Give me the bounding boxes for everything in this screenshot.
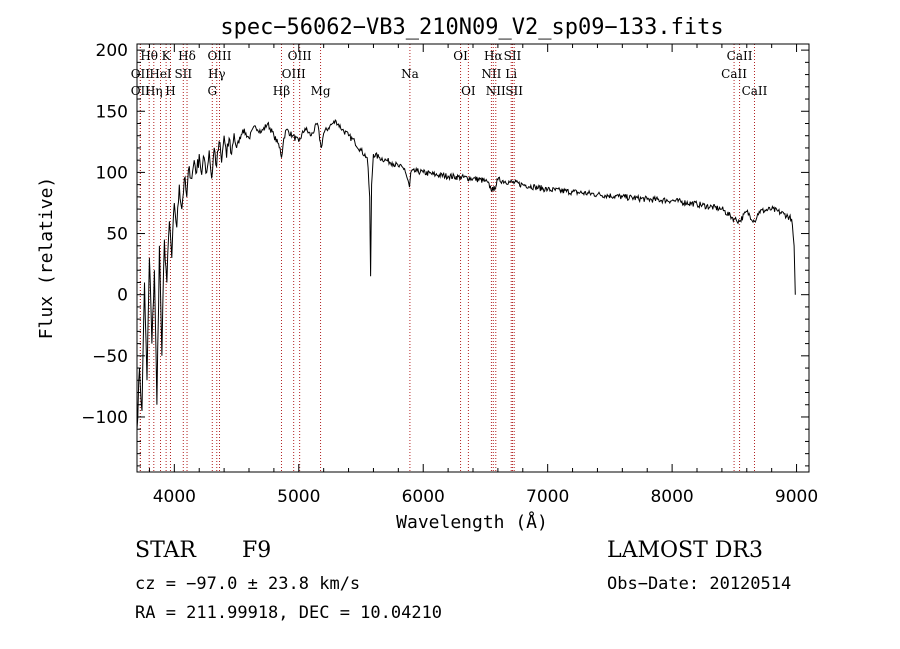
line-label-21: NII: [486, 84, 506, 98]
y-tick-label-6: 200: [96, 41, 128, 61]
y-axis-label: Flux (relative): [36, 177, 57, 340]
line-label-19: Hα: [484, 49, 503, 63]
line-label-18: OI: [461, 84, 476, 98]
plot-frame: [136, 43, 810, 473]
line-label-14: OIII: [282, 67, 306, 81]
line-label-15: Mg: [311, 84, 331, 98]
line-label-8: SII: [174, 67, 192, 81]
object-subclass: F9: [242, 538, 272, 563]
line-label-27: CaII: [742, 84, 768, 98]
line-label-25: CaII: [727, 49, 753, 63]
x-tick-label-3: 7000: [526, 487, 569, 507]
line-label-10: Hγ: [208, 67, 226, 81]
line-label-2: OII: [131, 84, 151, 98]
x-tick-label-0: 4000: [153, 487, 196, 507]
y-tick-label-2: 0: [117, 286, 128, 306]
line-label-22: SII: [504, 49, 522, 63]
spectral-line-markers: [139, 44, 755, 472]
x-tick-label-1: 5000: [277, 487, 320, 507]
redshift-velocity: cz = −97.0 ± 23.8 km/s: [135, 574, 361, 594]
chart-title: spec−56062−VB3_210N09_V2_sp09−133.fits: [220, 15, 723, 40]
line-label-17: OI: [453, 49, 468, 63]
line-label-9: OIII: [207, 49, 231, 63]
line-label-26: CaII: [721, 67, 747, 81]
line-label-24: SII: [505, 84, 523, 98]
line-label-3: Hη: [145, 84, 163, 98]
line-label-13: OIII: [288, 49, 312, 63]
y-tick-label-0: −100: [81, 408, 128, 428]
y-tick-label-5: 150: [96, 102, 128, 122]
object-class: STAR: [135, 538, 196, 563]
line-label-20: NII: [481, 67, 501, 81]
survey-name: LAMOST DR3: [607, 538, 763, 563]
line-label-7: Hδ: [178, 49, 196, 63]
y-axis-ticks: −100 −50 0 50 100 150 200: [81, 41, 809, 467]
line-label-23: Li: [505, 67, 517, 81]
flux-series-line: [136, 119, 796, 430]
line-label-12: Hβ: [273, 84, 290, 98]
line-label-11: G: [207, 84, 217, 98]
line-label-6: H: [165, 84, 175, 98]
x-tick-label-5: 9000: [775, 487, 818, 507]
x-axis-ticks: 4000 5000 6000 7000 8000 9000: [148, 44, 818, 507]
y-tick-label-1: −50: [92, 347, 128, 367]
line-label-4: K: [162, 49, 172, 63]
line-label-5: HeI: [149, 67, 172, 81]
observation-date: Obs−Date: 20120514: [607, 574, 792, 594]
ra-dec-coordinates: RA = 211.99918, DEC = 10.04210: [135, 603, 443, 623]
line-label-0: Hθ: [140, 49, 158, 63]
x-tick-label-2: 6000: [402, 487, 445, 507]
line-label-1: OII: [131, 67, 151, 81]
line-label-16: Na: [401, 67, 419, 81]
x-tick-label-4: 8000: [650, 487, 693, 507]
y-tick-label-3: 50: [106, 225, 128, 245]
x-axis-label: Wavelength (Å): [396, 511, 548, 533]
y-tick-label-4: 100: [96, 163, 128, 183]
